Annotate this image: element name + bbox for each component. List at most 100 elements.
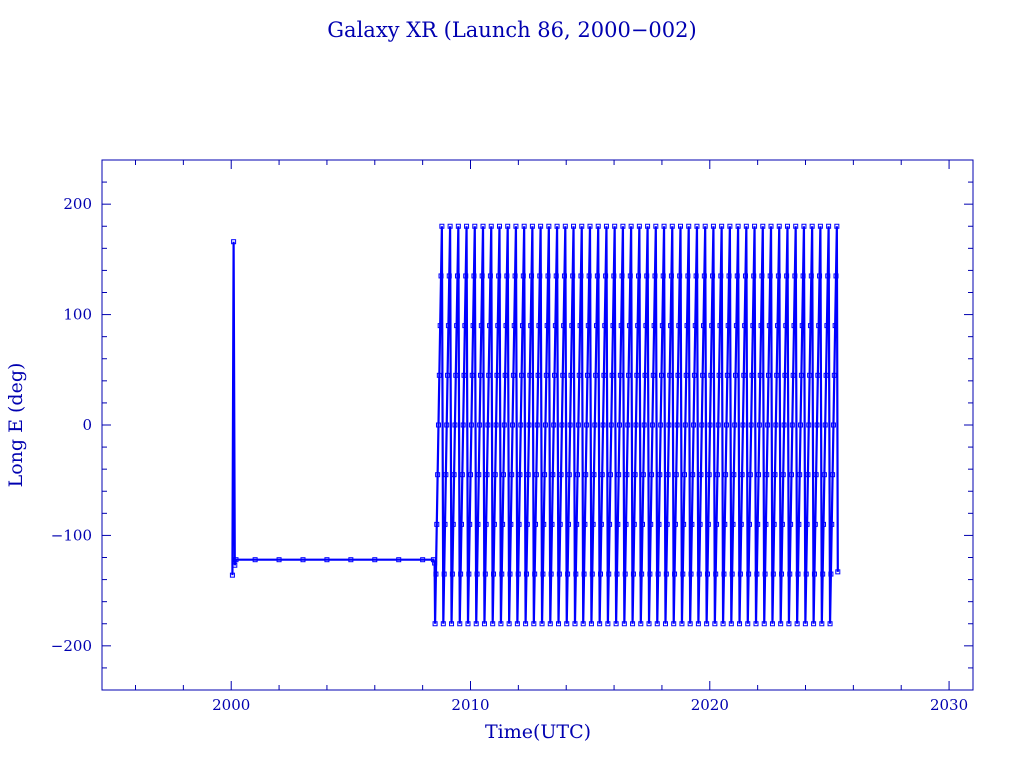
data-point xyxy=(664,521,670,527)
data-point xyxy=(803,571,809,577)
data-point xyxy=(784,223,790,229)
data-point xyxy=(714,472,720,478)
data-point xyxy=(549,521,555,527)
data-point xyxy=(693,273,699,279)
data-point xyxy=(521,223,527,229)
data-point xyxy=(704,571,710,577)
data-point xyxy=(709,323,715,329)
data-point xyxy=(806,422,812,428)
y-tick-label: 200 xyxy=(63,195,92,213)
data-point xyxy=(611,273,617,279)
data-point xyxy=(815,372,821,378)
data-point xyxy=(492,472,498,478)
data-point xyxy=(627,273,633,279)
data-point xyxy=(616,472,622,478)
data-point xyxy=(452,422,458,428)
data-point xyxy=(774,372,780,378)
data-point xyxy=(553,273,559,279)
data-point xyxy=(615,521,621,527)
data-point xyxy=(503,323,509,329)
data-point xyxy=(434,521,440,527)
data-point xyxy=(477,372,483,378)
data-point xyxy=(732,422,738,428)
data-point xyxy=(618,323,624,329)
data-point xyxy=(699,422,705,428)
data-point xyxy=(793,223,799,229)
data-point xyxy=(587,223,593,229)
data-point xyxy=(655,571,661,577)
data-point xyxy=(550,472,556,478)
data-point xyxy=(528,323,534,329)
data-point xyxy=(538,223,544,229)
data-point xyxy=(436,372,442,378)
data-point xyxy=(540,571,546,577)
data-point xyxy=(713,571,719,577)
data-point xyxy=(531,621,537,627)
data-point xyxy=(745,621,751,627)
data-point xyxy=(724,372,730,378)
data-point xyxy=(794,621,800,627)
data-point xyxy=(544,323,550,329)
data-point xyxy=(788,521,794,527)
data-point xyxy=(559,422,565,428)
data-point xyxy=(725,323,731,329)
data-point xyxy=(673,472,679,478)
data-point xyxy=(517,472,523,478)
data-point xyxy=(573,571,579,577)
data-point xyxy=(468,422,474,428)
data-point xyxy=(612,223,618,229)
data-point xyxy=(733,323,739,329)
data-point xyxy=(619,273,625,279)
data-point xyxy=(626,323,632,329)
data-point xyxy=(513,223,519,229)
data-point xyxy=(684,323,690,329)
data-point xyxy=(614,571,620,577)
data-point xyxy=(755,521,761,527)
data-point xyxy=(509,472,515,478)
data-point xyxy=(624,472,630,478)
data-point xyxy=(773,422,779,428)
data-point xyxy=(567,422,573,428)
data-point xyxy=(831,372,837,378)
data-point xyxy=(731,472,737,478)
data-point xyxy=(821,521,827,527)
data-point xyxy=(300,557,306,563)
data-point xyxy=(738,521,744,527)
data-point xyxy=(233,557,239,563)
data-point xyxy=(543,372,549,378)
series-line xyxy=(231,226,839,624)
data-point xyxy=(536,323,542,329)
data-point xyxy=(539,621,545,627)
data-point xyxy=(464,223,470,229)
data-point xyxy=(581,571,587,577)
data-point xyxy=(770,571,776,577)
data-point xyxy=(740,422,746,428)
data-point xyxy=(819,621,825,627)
data-point xyxy=(500,521,506,527)
data-point xyxy=(776,223,782,229)
data-point xyxy=(712,621,718,627)
data-point xyxy=(691,422,697,428)
data-point xyxy=(519,323,525,329)
data-point xyxy=(444,422,450,428)
y-tick-label: −200 xyxy=(51,637,92,655)
data-point xyxy=(708,372,714,378)
data-point xyxy=(445,323,451,329)
data-point xyxy=(653,223,659,229)
data-point xyxy=(678,223,684,229)
data-point xyxy=(446,273,452,279)
data-point xyxy=(488,223,494,229)
data-point xyxy=(507,571,513,577)
data-point xyxy=(556,571,562,577)
series-group xyxy=(229,223,841,627)
data-point xyxy=(704,621,710,627)
data-point xyxy=(461,372,467,378)
data-point xyxy=(659,323,665,329)
data-point xyxy=(829,521,835,527)
data-point xyxy=(688,571,694,577)
data-point xyxy=(659,372,665,378)
data-point xyxy=(657,472,663,478)
x-tick-label: 2020 xyxy=(691,696,729,714)
data-point xyxy=(638,621,644,627)
data-point xyxy=(601,372,607,378)
